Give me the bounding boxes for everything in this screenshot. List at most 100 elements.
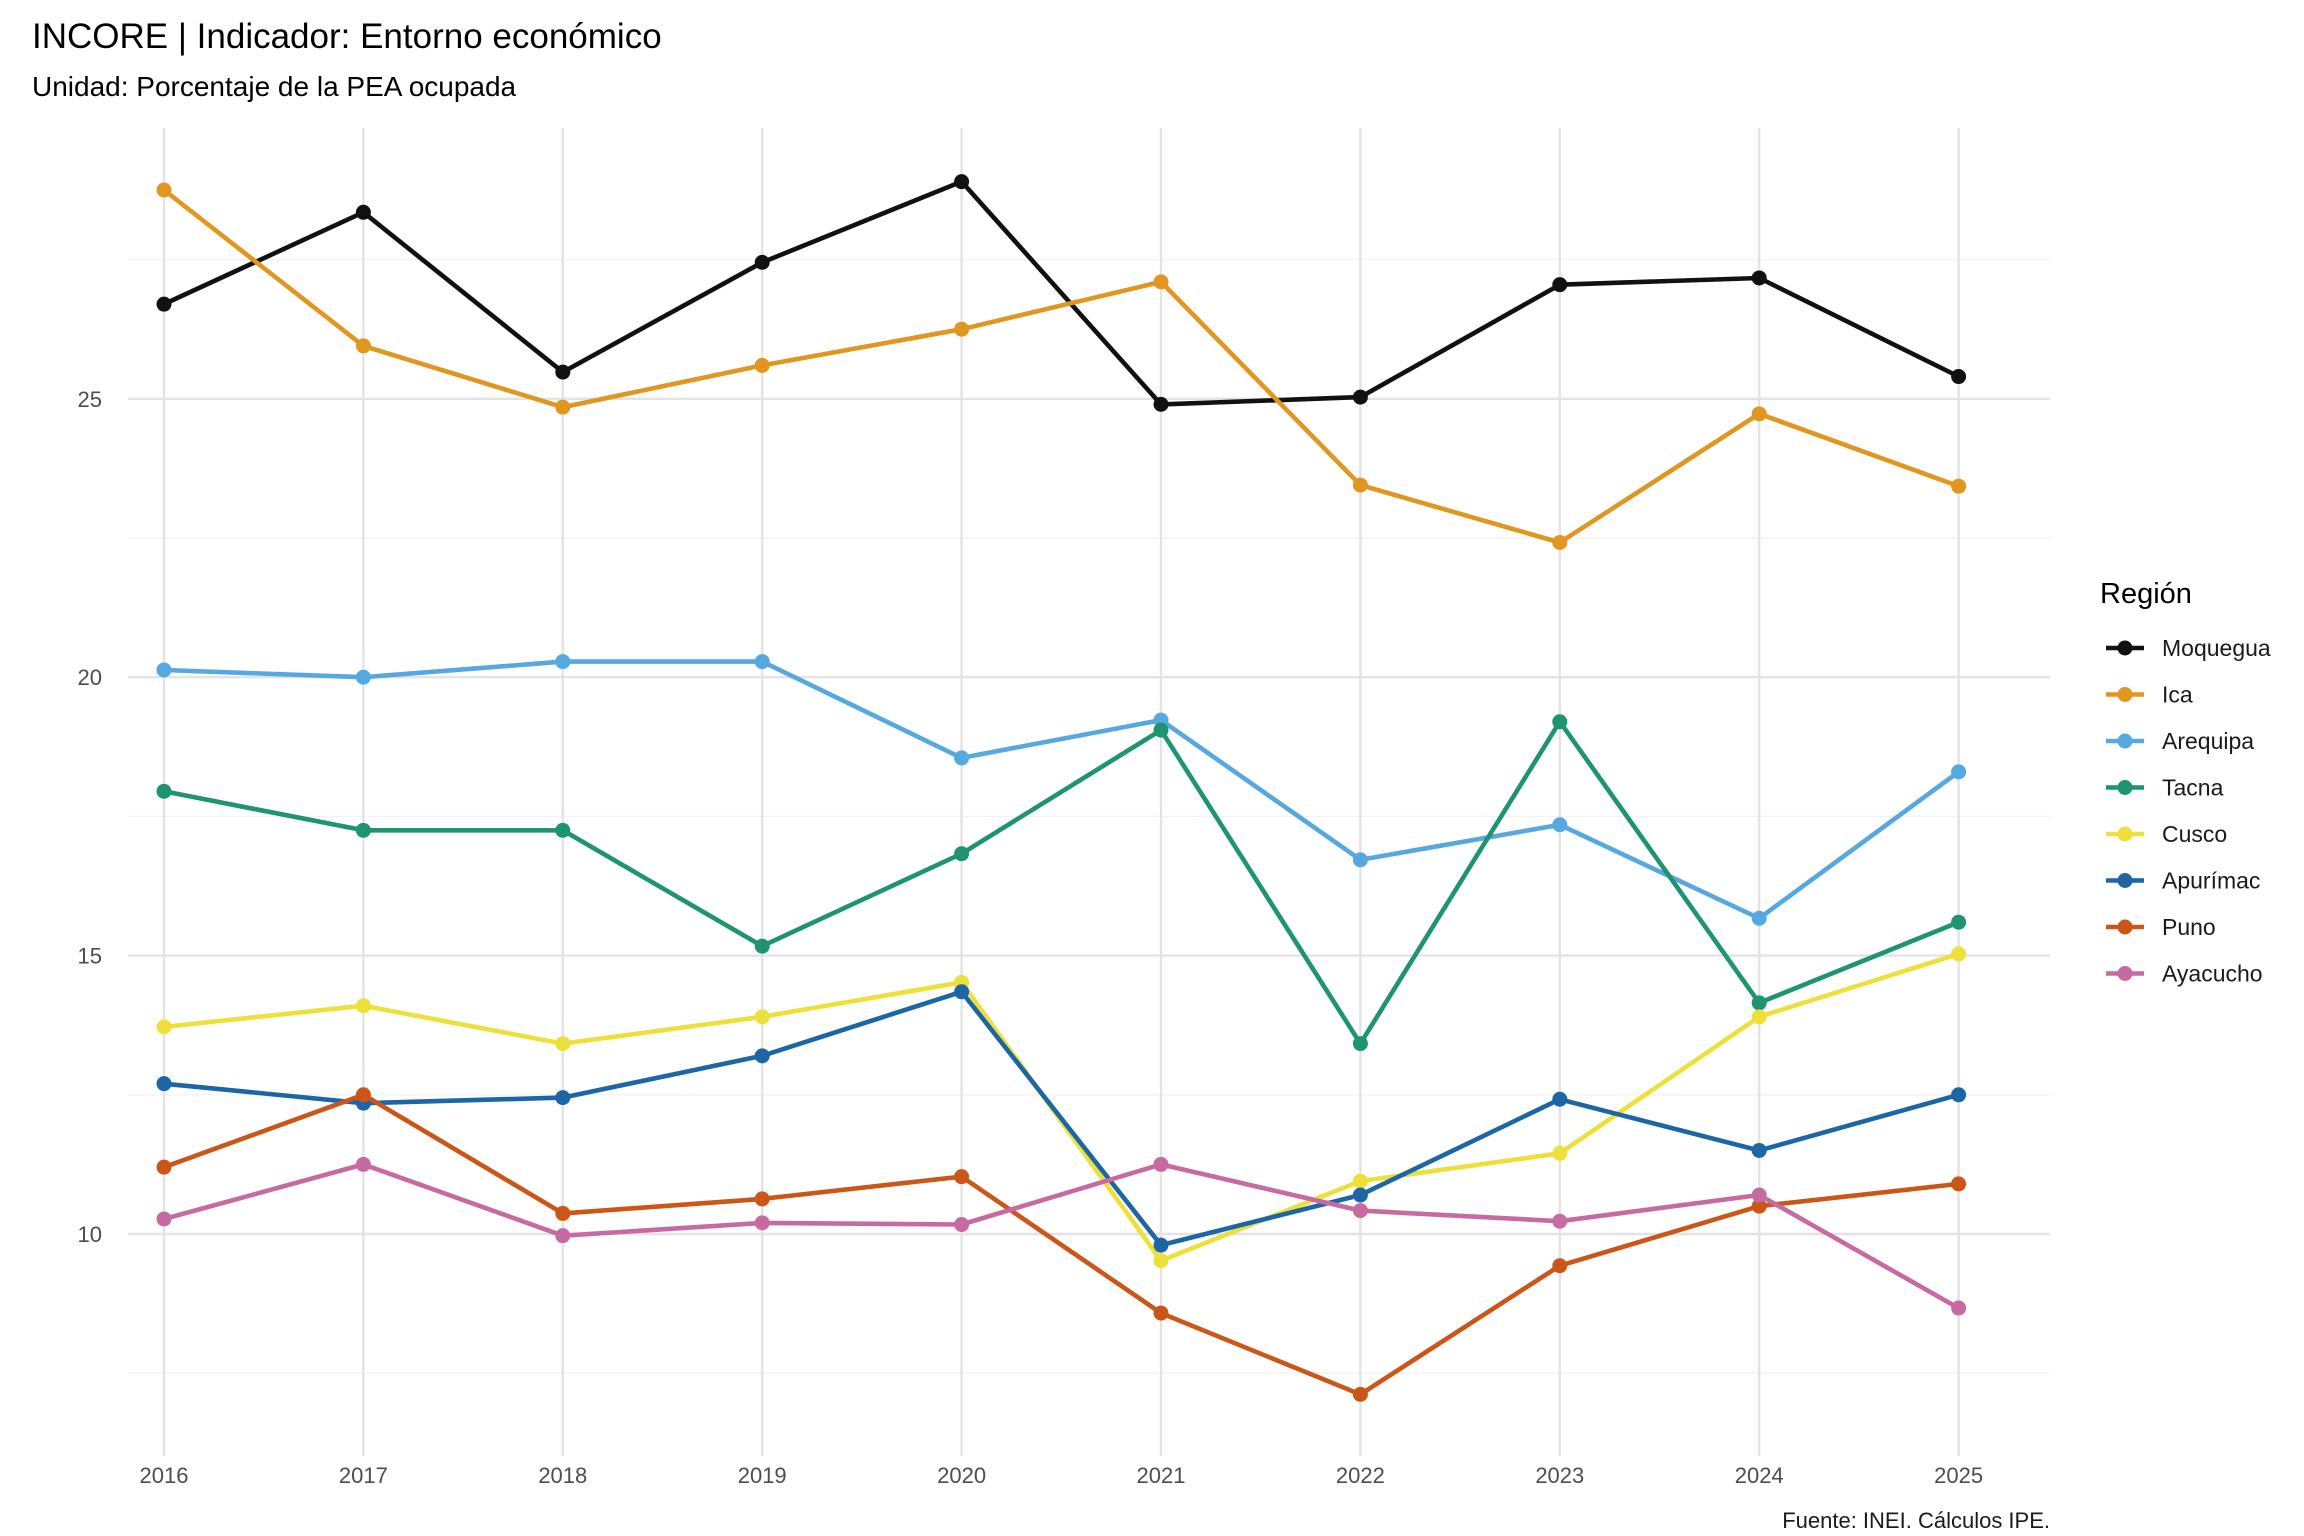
data-point-tacna	[1352, 1036, 1368, 1052]
y-tick-label: 20	[78, 665, 102, 690]
data-point-ayacucho	[1751, 1187, 1767, 1203]
data-point-puno	[156, 1159, 172, 1175]
data-point-cusco	[156, 1019, 172, 1035]
legend-label: Ayacucho	[2162, 961, 2263, 987]
data-point-moquegua	[355, 204, 371, 220]
x-tick-label: 2024	[1735, 1463, 1784, 1488]
data-point-cusco	[1751, 1009, 1767, 1025]
legend-swatch-point	[2117, 733, 2133, 749]
x-tick-label: 2019	[738, 1463, 787, 1488]
data-point-apurimac	[1951, 1087, 1967, 1103]
data-point-arequipa	[1951, 764, 1967, 780]
legend-item-puno: Puno	[2106, 914, 2216, 940]
legend-title: Región	[2100, 578, 2192, 610]
legend-swatch-point	[2117, 966, 2133, 981]
data-point-apurimac	[555, 1090, 571, 1106]
series-line-cusco	[161, 951, 1961, 1263]
data-point-ayacucho	[954, 1217, 970, 1233]
legend-label: Tacna	[2162, 775, 2224, 801]
x-tick-label: 2017	[339, 1463, 388, 1488]
data-point-cusco	[754, 1009, 770, 1025]
x-tick-label: 2020	[937, 1463, 986, 1488]
data-point-apurimac	[754, 1048, 770, 1064]
series-cusco	[156, 946, 1967, 1269]
series-lines	[156, 174, 1967, 1402]
legend-item-tacna: Tacna	[2106, 775, 2224, 801]
series-line-apurimac	[161, 989, 1961, 1248]
data-point-puno	[754, 1191, 770, 1207]
data-point-puno	[355, 1087, 371, 1103]
y-tick-label: 25	[78, 387, 102, 412]
series-line-moquegua	[161, 179, 1961, 407]
data-point-puno	[1751, 1198, 1767, 1214]
data-point-puno	[1352, 1386, 1368, 1402]
data-point-ayacucho	[555, 1228, 571, 1244]
data-point-ica	[1153, 274, 1169, 290]
data-point-arequipa	[1552, 817, 1568, 833]
data-point-tacna	[355, 822, 371, 838]
y-tick-label: 10	[78, 1222, 102, 1247]
legend-item-ayacucho: Ayacucho	[2106, 961, 2263, 987]
x-tick-label: 2025	[1934, 1463, 1983, 1488]
data-point-puno	[954, 1169, 970, 1185]
data-point-arequipa	[555, 654, 571, 670]
data-point-moquegua	[1552, 277, 1568, 293]
y-tick-label: 15	[78, 944, 102, 969]
legend-label: Puno	[2162, 914, 2216, 940]
data-point-tacna	[954, 846, 970, 862]
data-point-moquegua	[156, 296, 172, 312]
data-point-apurimac	[1751, 1142, 1767, 1158]
data-point-puno	[1951, 1176, 1967, 1192]
data-point-ica	[1951, 478, 1967, 494]
data-point-arequipa	[156, 662, 172, 678]
data-point-arequipa	[754, 654, 770, 670]
data-point-ica	[954, 321, 970, 337]
data-point-ica	[1751, 406, 1767, 422]
data-point-cusco	[555, 1036, 571, 1052]
chart-subtitle: Unidad: Porcentaje de la PEA ocupada	[32, 71, 517, 102]
x-tick-label: 2023	[1535, 1463, 1584, 1488]
data-point-apurimac	[954, 984, 970, 1000]
data-point-moquegua	[555, 364, 571, 380]
data-point-cusco	[1951, 946, 1967, 962]
chart-caption: Fuente: INEI. Cálculos IPE.	[1782, 1508, 2050, 1533]
data-point-ica	[1352, 477, 1368, 493]
data-point-puno	[1552, 1258, 1568, 1274]
data-point-arequipa	[1352, 852, 1368, 868]
x-tick-label: 2016	[140, 1463, 189, 1488]
series-line-puno	[161, 1092, 1961, 1397]
data-point-ayacucho	[355, 1156, 371, 1172]
legend-swatch-point	[2117, 919, 2133, 935]
data-point-arequipa	[954, 750, 970, 766]
data-point-moquegua	[1951, 369, 1967, 385]
legend-label: Arequipa	[2162, 728, 2254, 754]
data-point-arequipa	[355, 669, 371, 685]
data-point-cusco	[1352, 1173, 1368, 1189]
series-apurimac	[156, 984, 1967, 1253]
data-point-ayacucho	[754, 1215, 770, 1231]
data-point-puno	[555, 1205, 571, 1221]
x-tick-label: 2021	[1137, 1463, 1186, 1488]
data-point-ica	[355, 338, 371, 354]
series-line-ayacucho	[161, 1162, 1961, 1311]
data-point-cusco	[355, 998, 371, 1014]
series-arequipa	[156, 654, 1967, 926]
legend: Región Moquegua Ica Arequipa Tacna Cusco Apur…	[2100, 578, 2271, 987]
series-puno	[156, 1087, 1967, 1402]
series-ica	[156, 182, 1967, 550]
legend-label: Moquegua	[2162, 635, 2271, 661]
data-point-ayacucho	[1352, 1203, 1368, 1219]
legend-swatch-point	[2117, 640, 2133, 656]
data-point-ica	[1552, 534, 1568, 550]
y-axis-ticks: 10 15 20 25	[78, 387, 102, 1247]
data-point-puno	[1153, 1305, 1169, 1321]
data-point-ayacucho	[1951, 1300, 1967, 1316]
series-line-ica	[161, 187, 1961, 545]
data-point-tacna	[1951, 914, 1967, 930]
legend-item-arequipa: Arequipa	[2106, 728, 2254, 754]
data-point-tacna	[1751, 995, 1767, 1011]
data-point-tacna	[1552, 714, 1568, 730]
legend-swatch-point	[2117, 780, 2133, 795]
legend-item-moquegua: Moquegua	[2106, 635, 2271, 661]
